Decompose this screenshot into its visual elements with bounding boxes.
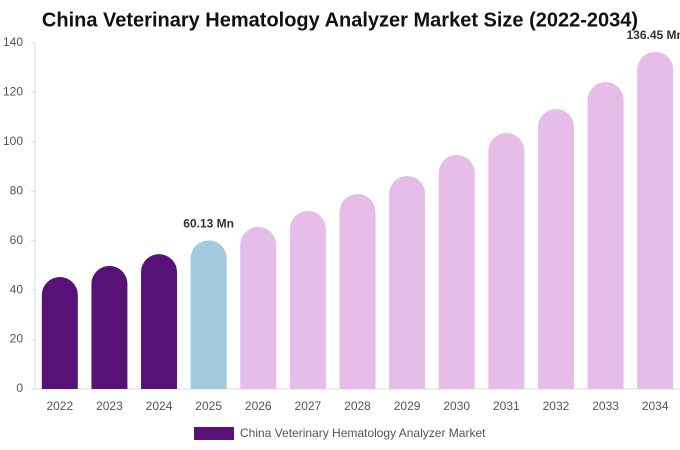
bar — [537, 108, 574, 389]
legend-label: China Veterinary Hematology Analyzer Mar… — [240, 426, 486, 440]
x-tick-label: 2030 — [443, 399, 470, 413]
value-label: 60.13 Mn — [183, 217, 234, 231]
x-tick-label: 2029 — [394, 399, 421, 413]
bar — [41, 277, 78, 389]
x-tick-label: 2024 — [146, 399, 173, 413]
bar — [289, 211, 326, 389]
x-tick-label: 2032 — [543, 399, 570, 413]
legend-swatch — [194, 427, 234, 440]
bar — [438, 154, 475, 389]
y-tick-label: 120 — [3, 85, 23, 99]
chart-title: China Veterinary Hematology Analyzer Mar… — [42, 9, 638, 31]
y-tick-label: 40 — [10, 282, 24, 296]
x-tick-label: 2033 — [592, 399, 619, 413]
y-tick-label: 100 — [3, 134, 23, 148]
bar — [637, 51, 674, 390]
bar — [488, 132, 525, 389]
bar — [240, 226, 277, 389]
x-tick-label: 2025 — [195, 399, 222, 413]
x-tick-label: 2028 — [344, 399, 371, 413]
bar — [389, 175, 426, 389]
bar — [190, 240, 227, 389]
y-tick-label: 60 — [10, 233, 24, 247]
x-tick-label: 2022 — [46, 399, 73, 413]
y-tick-label: 0 — [16, 381, 23, 395]
x-tick-label: 2034 — [642, 399, 669, 413]
y-tick-label: 80 — [10, 183, 24, 197]
y-tick-label: 140 — [3, 35, 23, 49]
bar — [339, 194, 376, 389]
bar — [587, 82, 624, 389]
bar — [91, 265, 128, 389]
bar — [141, 254, 178, 389]
x-tick-label: 2026 — [245, 399, 272, 413]
x-tick-label: 2027 — [295, 399, 322, 413]
x-tick-label: 2031 — [493, 399, 520, 413]
y-tick-label: 20 — [10, 332, 24, 346]
x-tick-label: 2023 — [96, 399, 123, 413]
value-label: 136.45 Mn — [627, 28, 680, 42]
